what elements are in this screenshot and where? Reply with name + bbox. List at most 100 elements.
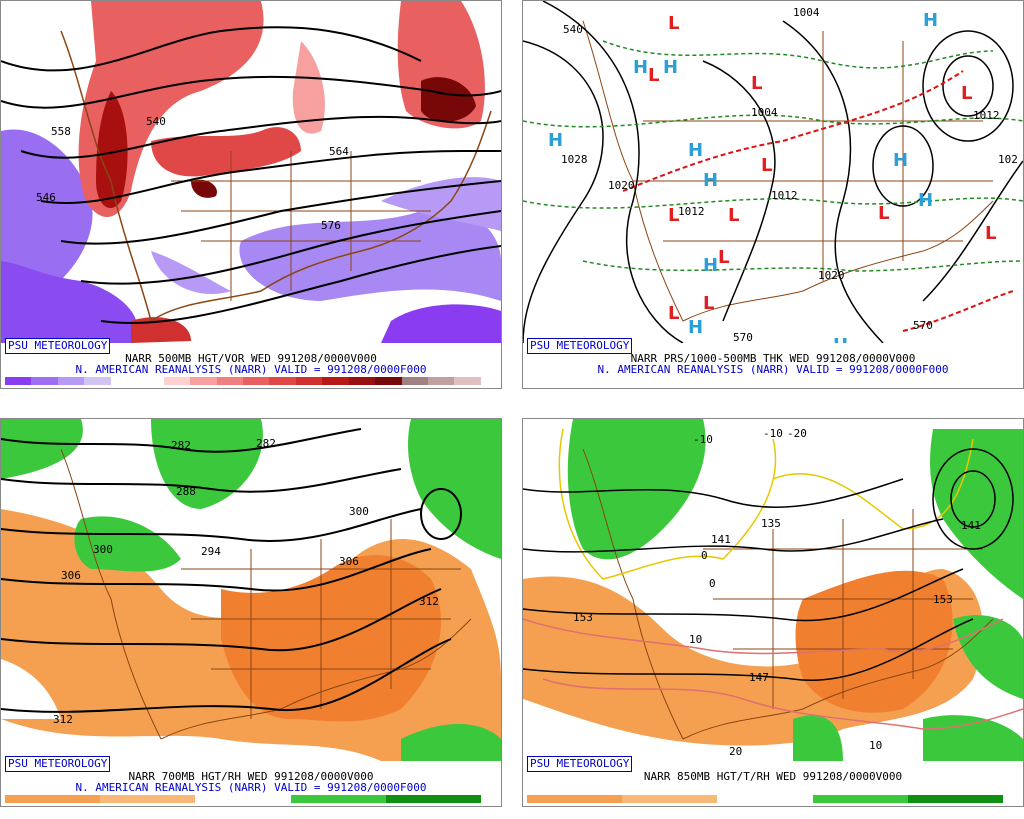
panel-subtitle: N. AMERICAN REANALYSIS (NARR) VALID = 99… [597, 363, 949, 376]
isobar-label-1004-top: 1004 [793, 6, 820, 19]
svg-text:L: L [751, 73, 762, 94]
colorbar-swatch [428, 377, 455, 385]
colorbar-tick-label: 30 [663, 805, 676, 806]
panel-subtitle: N. AMERICAN REANALYSIS (NARR) VALID = 99… [75, 781, 427, 794]
contour-label-135: 135 [761, 517, 781, 530]
contour-label-306-b: 306 [339, 555, 359, 568]
isobar-label-1012-b: 1012 [973, 109, 1000, 122]
svg-text:L: L [985, 223, 996, 244]
colorbar-swatch [622, 795, 718, 803]
svg-text:H: H [918, 190, 933, 211]
panel-700mb-rh: 282 282 288 294 300 300 306 306 312 312 … [0, 418, 502, 807]
svg-text:H: H [923, 10, 938, 31]
colorbar-tick-label: 70 [854, 805, 867, 806]
svg-text:H: H [663, 57, 678, 78]
svg-text:L: L [961, 83, 972, 104]
rh850-map-svg: 135 141 153 147 153 141 -10 -10 -20 0 0 … [523, 419, 1023, 761]
panel-title: NARR 850MB HGT/T/RH WED 991208/0000V000 [643, 770, 903, 783]
colorbar-swatch [812, 795, 908, 803]
contour-label-294: 294 [201, 545, 221, 558]
colorbar-tick-label: 28 [382, 387, 395, 388]
temp-label-0-b: 0 [709, 577, 716, 590]
colorbar-swatch [5, 795, 101, 803]
contour-label-306-a: 306 [61, 569, 81, 582]
colorbar-tick-label: 26 [355, 387, 368, 388]
colorbar-tick-label: 90 [949, 805, 962, 806]
panel-850mb-t-rh: 135 141 153 147 153 141 -10 -10 -20 0 0 … [522, 418, 1024, 807]
colorbar-swatch [348, 377, 376, 385]
colorbar-tick-label: 24 [329, 387, 342, 388]
brand-label: PSU METEOROLOGY [5, 756, 111, 772]
contour-label-153-b: 153 [933, 593, 953, 606]
colorbar-tick-label: 34 [461, 387, 474, 388]
contour-label-546: 546 [36, 191, 56, 204]
rh700-map-svg: 282 282 288 294 300 300 306 306 312 312 [1, 419, 501, 761]
map-500mb: 540 546 558 576 564 [1, 1, 501, 343]
contour-label-282-b: 282 [256, 437, 276, 450]
panel-title: NARR 500MB HGT/VOR WED 991208/0000V000 [125, 352, 377, 365]
map-700mb: 282 282 288 294 300 300 306 306 312 312 [1, 419, 501, 761]
temp-label-20: 20 [729, 745, 742, 758]
panel-subtitle: N. AMERICAN REANALYSIS (NARR) VALID = 99… [75, 363, 427, 376]
colorbar-tick-label: 50 [236, 805, 249, 806]
colorbar-swatch [31, 377, 58, 385]
colorbar-swatch [295, 377, 323, 385]
colorbar-swatch [84, 377, 111, 385]
panel-title: NARR PRS/1000-500MB THK WED 991208/0000V… [630, 352, 916, 365]
colorbar-tick-label: 16 [223, 387, 236, 388]
colorbar-swatch [269, 377, 296, 385]
contour-label-288: 288 [176, 485, 196, 498]
colorbar-tick-label: 22 [302, 387, 315, 388]
colorbar-swatch [907, 795, 1003, 803]
svg-text:L: L [668, 205, 679, 226]
panel-title: NARR 700MB HGT/RH WED 991208/0000V000 [128, 770, 374, 783]
colorbar-tick-label: 4 [68, 387, 75, 388]
contour-label-312-a: 312 [419, 595, 439, 608]
svg-text:H: H [633, 57, 648, 78]
colorbar [527, 795, 1003, 803]
svg-text:L: L [718, 247, 729, 268]
colorbar-tick-label: 70 [332, 805, 345, 806]
colorbar-swatch [322, 377, 349, 385]
panel-500mb-vorticity: 540 546 558 576 564 PSU METEOROLOGY NARR… [0, 0, 502, 389]
map-850mb: 135 141 153 147 153 141 -10 -10 -20 0 0 … [523, 419, 1023, 761]
contour-label-147: 147 [749, 671, 769, 684]
temp-label-10-b: 10 [869, 739, 882, 752]
colorbar-tick-label: 10 [568, 805, 581, 806]
map-pressure: H H H H H H H H H H H L L L L L L L L L … [523, 1, 1023, 343]
thickness-label-570-b: 570 [733, 331, 753, 343]
colorbar-swatch [717, 795, 813, 803]
pressure-map-svg: H H H H H H H H H H H L L L L L L L L L … [523, 1, 1023, 343]
brand-label: PSU METEOROLOGY [527, 756, 633, 772]
svg-text:H: H [703, 255, 718, 276]
svg-text:L: L [761, 155, 772, 176]
contour-label-564: 564 [329, 145, 349, 158]
colorbar-swatch [290, 795, 386, 803]
isobar-label-1012-a: 1012 [771, 189, 798, 202]
svg-text:H: H [893, 150, 908, 171]
isobar-label-1020-b: 1020 [608, 179, 635, 192]
isobar-label-1004: 1004 [751, 106, 778, 119]
colorbar-tick-label: 50 [758, 805, 771, 806]
vorticity-map-svg: 540 546 558 576 564 [1, 1, 501, 343]
svg-text:H: H [688, 317, 703, 338]
colorbar-swatch [163, 377, 191, 385]
brand-label: PSU METEOROLOGY [527, 338, 633, 354]
svg-text:H: H [833, 335, 848, 343]
colorbar-tick-label: 90 [427, 805, 440, 806]
colorbar-swatch [401, 377, 428, 385]
colorbar-tick-label: 12 [170, 387, 183, 388]
isobar-label-1012-c: 1012 [678, 205, 705, 218]
colorbar-swatch [110, 377, 138, 385]
svg-text:H: H [548, 130, 563, 151]
colorbar-swatch [242, 377, 270, 385]
temp-label-0-a: 0 [701, 549, 708, 562]
temp-label-minus20: -20 [787, 427, 807, 440]
svg-text:H: H [703, 170, 718, 191]
colorbar-swatch [190, 377, 217, 385]
contour-label-153: 153 [573, 611, 593, 624]
temp-label-minus10-b: -10 [763, 427, 783, 440]
colorbar-tick-label: 10 [144, 387, 157, 388]
isobar-label-1020: 1020 [818, 269, 845, 282]
temp-label-minus10-a: -10 [693, 433, 713, 446]
